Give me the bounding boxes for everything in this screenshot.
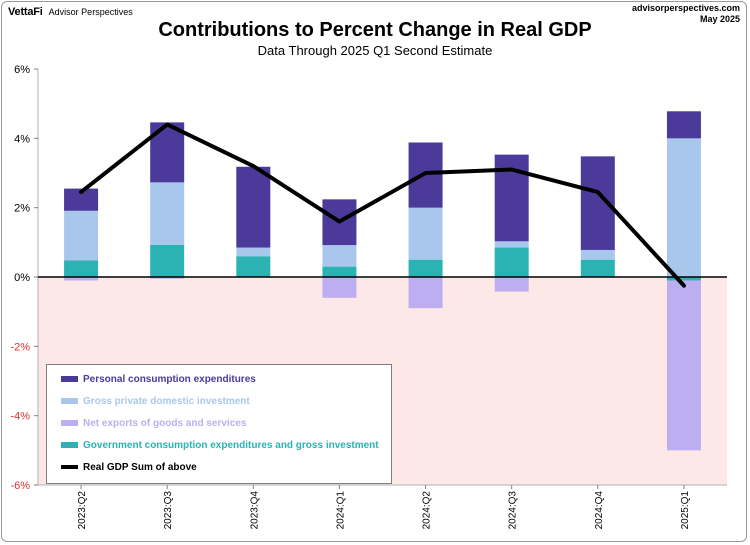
- publish-date: May 2025: [699, 14, 740, 24]
- y-tick-label: -2%: [10, 341, 30, 353]
- x-tick-label: 2024:Q1: [335, 491, 346, 530]
- bar-gpdi: [408, 207, 443, 260]
- bar-netx: [64, 277, 99, 281]
- legend-label-line: Real GDP Sum of above: [83, 461, 197, 473]
- legend-swatch-gov: [61, 442, 78, 448]
- y-tick-label: -4%: [10, 411, 30, 423]
- site-url: advisorperspectives.com: [631, 3, 740, 13]
- bar-gpdi: [494, 241, 529, 248]
- brand: VettaFi Advisor Perspectives: [8, 6, 133, 18]
- real-gdp-point: [79, 190, 83, 194]
- real-gdp-line: [79, 122, 686, 288]
- legend-label-gpdi: Gross private domestic investment: [83, 395, 250, 407]
- legend-label-pce: Personal consumption expenditures: [83, 373, 256, 385]
- legend-label-gov: Government consumption expenditures and …: [83, 439, 379, 451]
- vettafi-logo: VettaFi: [8, 6, 43, 18]
- bar-pce: [236, 166, 271, 248]
- real-gdp-point: [682, 284, 686, 288]
- brand-subtitle: Advisor Perspectives: [48, 7, 133, 17]
- bar-gov: [64, 260, 99, 277]
- x-tick-label: 2023:Q2: [77, 491, 88, 530]
- bar-gov: [150, 244, 185, 277]
- legend-swatch-netx: [61, 420, 78, 426]
- bar-netx: [666, 280, 701, 451]
- bar-gpdi: [666, 138, 701, 277]
- bar-netx: [322, 277, 357, 298]
- bar-netx: [150, 277, 185, 279]
- y-tick-label: -6%: [10, 480, 30, 492]
- x-tick-label: 2024:Q2: [422, 491, 433, 530]
- y-tick-label: 4%: [14, 133, 30, 145]
- legend-swatch-pce: [61, 376, 78, 382]
- bar-gov: [408, 259, 443, 277]
- legend-item-gov: Government consumption expenditures and …: [61, 437, 379, 453]
- bar-gpdi: [580, 249, 615, 260]
- bar-gpdi: [236, 247, 271, 257]
- legend-swatch-gpdi: [61, 398, 78, 404]
- bar-gov: [666, 277, 701, 281]
- chart-title: Contributions to Percent Change in Real …: [158, 19, 592, 41]
- bar-pce: [64, 188, 99, 211]
- real-gdp-point: [596, 190, 600, 194]
- bar-gpdi: [150, 182, 185, 245]
- real-gdp-point: [424, 171, 428, 175]
- x-tick-label: 2023:Q4: [249, 491, 260, 530]
- site-info: advisorperspectives.com May 2025: [632, 3, 740, 25]
- y-tick-label: 6%: [14, 64, 30, 76]
- bar-gov: [580, 259, 615, 277]
- bar-netx: [408, 277, 443, 309]
- bar-gov: [494, 247, 529, 277]
- bar-gov: [322, 266, 357, 277]
- legend-item-line: Real GDP Sum of above: [61, 459, 197, 475]
- bar-pce: [666, 111, 701, 139]
- legend-label-netx: Net exports of goods and services: [83, 417, 247, 429]
- bar-gov: [236, 256, 271, 277]
- x-tick-label: 2023:Q3: [163, 491, 174, 530]
- x-tick-label: 2025:Q1: [680, 491, 691, 530]
- real-gdp-point: [251, 164, 255, 168]
- legend-swatch-line: [61, 465, 78, 469]
- x-tick-label: 2024:Q4: [594, 491, 605, 530]
- bar-gpdi: [64, 210, 99, 261]
- y-tick-label: 2%: [14, 203, 30, 215]
- real-gdp-point: [165, 122, 169, 126]
- legend-item-gpdi: Gross private domestic investment: [61, 393, 250, 409]
- legend-item-netx: Net exports of goods and services: [61, 415, 246, 431]
- bar-netx: [494, 277, 529, 292]
- real-gdp-point: [510, 168, 514, 172]
- y-tick-label: 0%: [14, 272, 30, 284]
- legend: Personal consumption expenditures Gross …: [46, 364, 392, 484]
- legend-item-pce: Personal consumption expenditures: [61, 371, 256, 387]
- real-gdp-point: [337, 220, 341, 224]
- chart-subtitle: Data Through 2025 Q1 Second Estimate: [257, 43, 493, 58]
- bar-gpdi: [322, 245, 357, 267]
- x-tick-label: 2024:Q3: [508, 491, 519, 530]
